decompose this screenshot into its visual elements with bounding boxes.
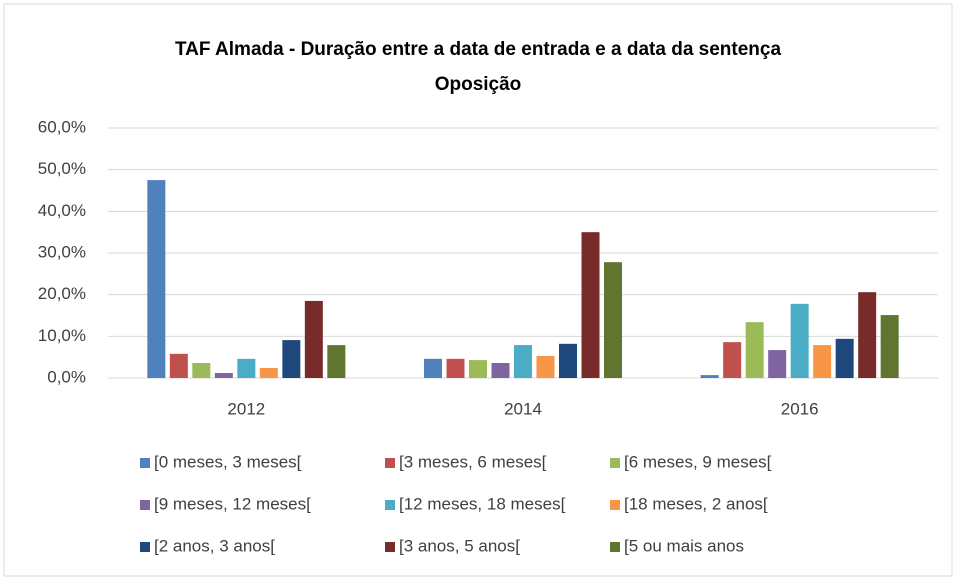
legend-swatch — [140, 500, 150, 510]
bar — [214, 373, 233, 378]
y-tick-label: 60,0% — [38, 117, 86, 136]
legend-swatch — [610, 458, 620, 468]
bar — [880, 315, 899, 378]
bar — [745, 322, 764, 378]
legend-swatch — [610, 500, 620, 510]
bar — [282, 340, 301, 378]
bar — [237, 358, 256, 378]
bar — [259, 368, 278, 378]
y-tick-label: 10,0% — [38, 326, 86, 345]
x-tick-label: 2012 — [227, 399, 265, 418]
bar — [514, 345, 532, 378]
bar — [768, 350, 787, 378]
legend-swatch — [385, 500, 395, 510]
chart-subtitle: Oposição — [435, 74, 522, 95]
y-tick-label: 50,0% — [38, 159, 86, 178]
bar — [424, 358, 442, 378]
bar — [304, 300, 323, 378]
legend-label: [0 meses, 3 meses[ — [154, 452, 302, 471]
bar — [169, 353, 188, 378]
x-tick-label: 2016 — [781, 399, 819, 418]
bar — [559, 343, 577, 378]
bar — [700, 375, 719, 378]
bar — [147, 180, 166, 378]
bar — [813, 345, 832, 378]
legend-swatch — [385, 458, 395, 468]
bar — [858, 292, 877, 378]
bar — [790, 303, 809, 378]
bar — [581, 232, 600, 378]
y-tick-label: 40,0% — [38, 201, 86, 220]
legend-label: [3 anos, 5 anos[ — [399, 536, 520, 555]
bar — [536, 355, 555, 378]
y-tick-label: 20,0% — [38, 284, 86, 303]
legend-label: [18 meses, 2 anos[ — [624, 494, 768, 513]
legend-label: [9 meses, 12 meses[ — [154, 494, 311, 513]
legend-label: [5 ou mais anos — [624, 536, 744, 555]
bar — [835, 338, 854, 378]
legend-swatch — [140, 542, 150, 552]
legend-label: [3 meses, 6 meses[ — [399, 452, 547, 471]
legend-swatch — [140, 458, 150, 468]
bar — [604, 262, 622, 378]
legend-swatch — [385, 542, 395, 552]
bar — [491, 363, 510, 378]
y-tick-label: 0,0% — [47, 367, 86, 386]
bar — [446, 358, 465, 378]
chart-title: TAF Almada - Duração entre a data de ent… — [175, 39, 782, 60]
legend-label: [12 meses, 18 meses[ — [399, 494, 566, 513]
bar — [192, 363, 211, 378]
bar — [723, 342, 742, 378]
bar — [327, 345, 346, 378]
y-tick-label: 30,0% — [38, 242, 86, 261]
bar — [469, 360, 487, 378]
legend-swatch — [610, 542, 620, 552]
legend-label: [6 meses, 9 meses[ — [624, 452, 772, 471]
legend-label: [2 anos, 3 anos[ — [154, 536, 275, 555]
x-tick-label: 2014 — [504, 399, 542, 418]
